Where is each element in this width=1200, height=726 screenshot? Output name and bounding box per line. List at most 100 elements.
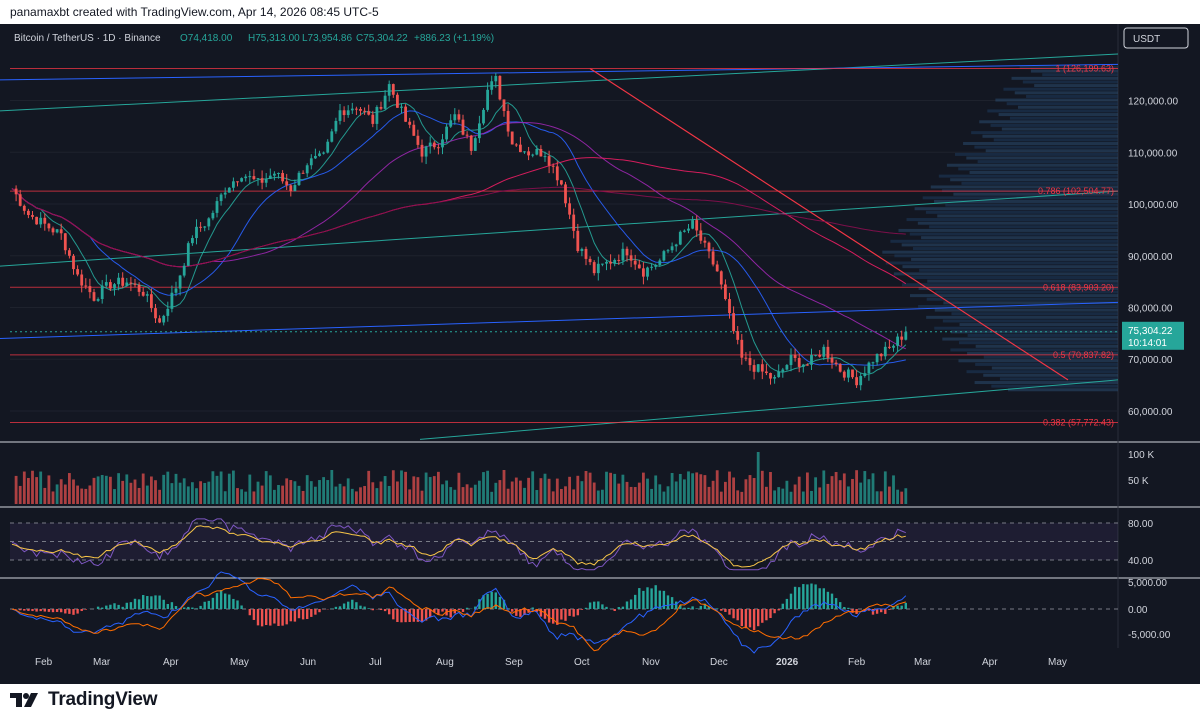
volume-bar xyxy=(166,471,170,504)
chart-canvas[interactable]: 60,000.00 70,000.00 80,000.00 90,000.00 100,… xyxy=(0,24,1200,684)
macd-histogram-bar xyxy=(638,588,641,609)
macd-histogram-bar xyxy=(265,609,268,626)
macd-histogram-bar xyxy=(142,595,145,609)
volume-bar xyxy=(486,470,489,504)
macd-histogram-bar xyxy=(515,609,518,616)
volume-label: 50 K xyxy=(1128,476,1149,487)
candle-body xyxy=(244,176,248,179)
macd-histogram-bar xyxy=(880,609,883,613)
macd-histogram-bar xyxy=(679,604,682,609)
candle-body xyxy=(801,364,805,367)
macd-histogram-bar xyxy=(724,609,727,612)
volume-bar xyxy=(387,485,391,504)
volume-bar xyxy=(859,482,863,504)
macd-histogram-bar xyxy=(576,609,579,616)
macd-histogram-bar xyxy=(572,609,575,617)
candle-body xyxy=(342,110,346,116)
macd-histogram-bar xyxy=(834,598,838,609)
macd-histogram-bar xyxy=(748,609,752,628)
macd-histogram-bar xyxy=(404,609,407,623)
macd-label: -5,000.00 xyxy=(1128,630,1171,641)
macd-histogram-bar xyxy=(736,609,739,621)
macd-histogram-bar xyxy=(133,598,137,609)
macd-histogram-bar xyxy=(51,609,55,613)
macd-histogram-bar xyxy=(371,609,374,611)
volume-bar xyxy=(724,481,727,504)
volume-profile-bar xyxy=(974,381,1118,385)
tradingview-logo[interactable]: TradingView xyxy=(10,689,158,711)
volume-bar xyxy=(830,476,834,504)
candle-body xyxy=(350,108,354,111)
volume-profile-bar xyxy=(909,232,1118,236)
volume-profile-bar xyxy=(966,156,1118,160)
candle-body xyxy=(318,153,321,156)
volume-bar xyxy=(871,473,875,504)
volume-bar xyxy=(117,473,120,504)
candle-body xyxy=(453,114,457,121)
y-tick-label: 90,000.00 xyxy=(1128,252,1173,263)
candle-body xyxy=(531,154,535,156)
candle-body xyxy=(662,251,666,261)
candle-body xyxy=(141,291,145,296)
macd-histogram-bar xyxy=(412,609,415,622)
moving-average-line xyxy=(11,157,907,285)
candle-body xyxy=(174,288,178,293)
candle-body xyxy=(240,178,243,182)
candle-body xyxy=(424,146,428,157)
volume-bar xyxy=(35,477,38,504)
candle-body xyxy=(654,264,658,267)
candle-body xyxy=(170,292,174,309)
volume-profile-bar xyxy=(995,98,1118,102)
x-tick-label: Aug xyxy=(436,657,454,668)
candle-body xyxy=(592,262,596,274)
macd-histogram-bar xyxy=(900,605,903,609)
volume-bar xyxy=(633,487,637,504)
candle-body xyxy=(109,282,112,289)
candle-body xyxy=(769,373,772,379)
volume-bar xyxy=(125,474,129,504)
volume-bar xyxy=(584,471,588,504)
macd-histogram-bar xyxy=(117,604,120,609)
volume-bar xyxy=(330,470,334,504)
macd-histogram-bar xyxy=(580,609,584,610)
macd-histogram-bar xyxy=(757,609,760,627)
candle-body xyxy=(133,283,137,285)
candle-body xyxy=(613,259,617,264)
volume-bar xyxy=(27,477,30,504)
candle-body xyxy=(281,173,284,182)
volume-bar xyxy=(752,478,756,504)
macd-histogram-bar xyxy=(773,609,776,614)
volume-bar xyxy=(203,482,207,504)
fib-label: 0.618 (83,903.20) xyxy=(1043,282,1114,292)
rsi-line xyxy=(11,518,906,571)
candle-body xyxy=(129,282,133,284)
volume-profile-bar xyxy=(963,142,1118,146)
candle-body xyxy=(588,258,592,263)
volume-bar xyxy=(547,478,551,504)
volume-bar xyxy=(461,487,465,504)
candle-body xyxy=(256,178,260,180)
candle-body xyxy=(252,176,256,180)
volume-bar xyxy=(80,488,84,504)
macd-histogram-bar xyxy=(625,601,629,609)
macd-histogram-bar xyxy=(781,603,784,609)
candle-body xyxy=(14,188,18,195)
volume-profile-bar xyxy=(938,174,1118,178)
candle-body xyxy=(334,120,338,132)
volume-bar xyxy=(100,475,104,504)
candle-body xyxy=(215,201,219,213)
macd-histogram-bar xyxy=(121,606,124,609)
volume-bar xyxy=(76,485,79,504)
macd-histogram-bar xyxy=(183,607,186,609)
volume-bar xyxy=(342,486,346,504)
macd-histogram-bar xyxy=(814,584,817,609)
volume-bar xyxy=(432,476,436,504)
candle-body xyxy=(748,358,752,366)
moving-average-line xyxy=(11,186,906,268)
volume-profile-bar xyxy=(971,131,1118,135)
volume-bar xyxy=(215,475,219,504)
volume-bar xyxy=(719,491,723,504)
volume-bar xyxy=(121,480,125,504)
volume-profile-bar xyxy=(951,312,1118,316)
volume-bar xyxy=(662,491,666,504)
